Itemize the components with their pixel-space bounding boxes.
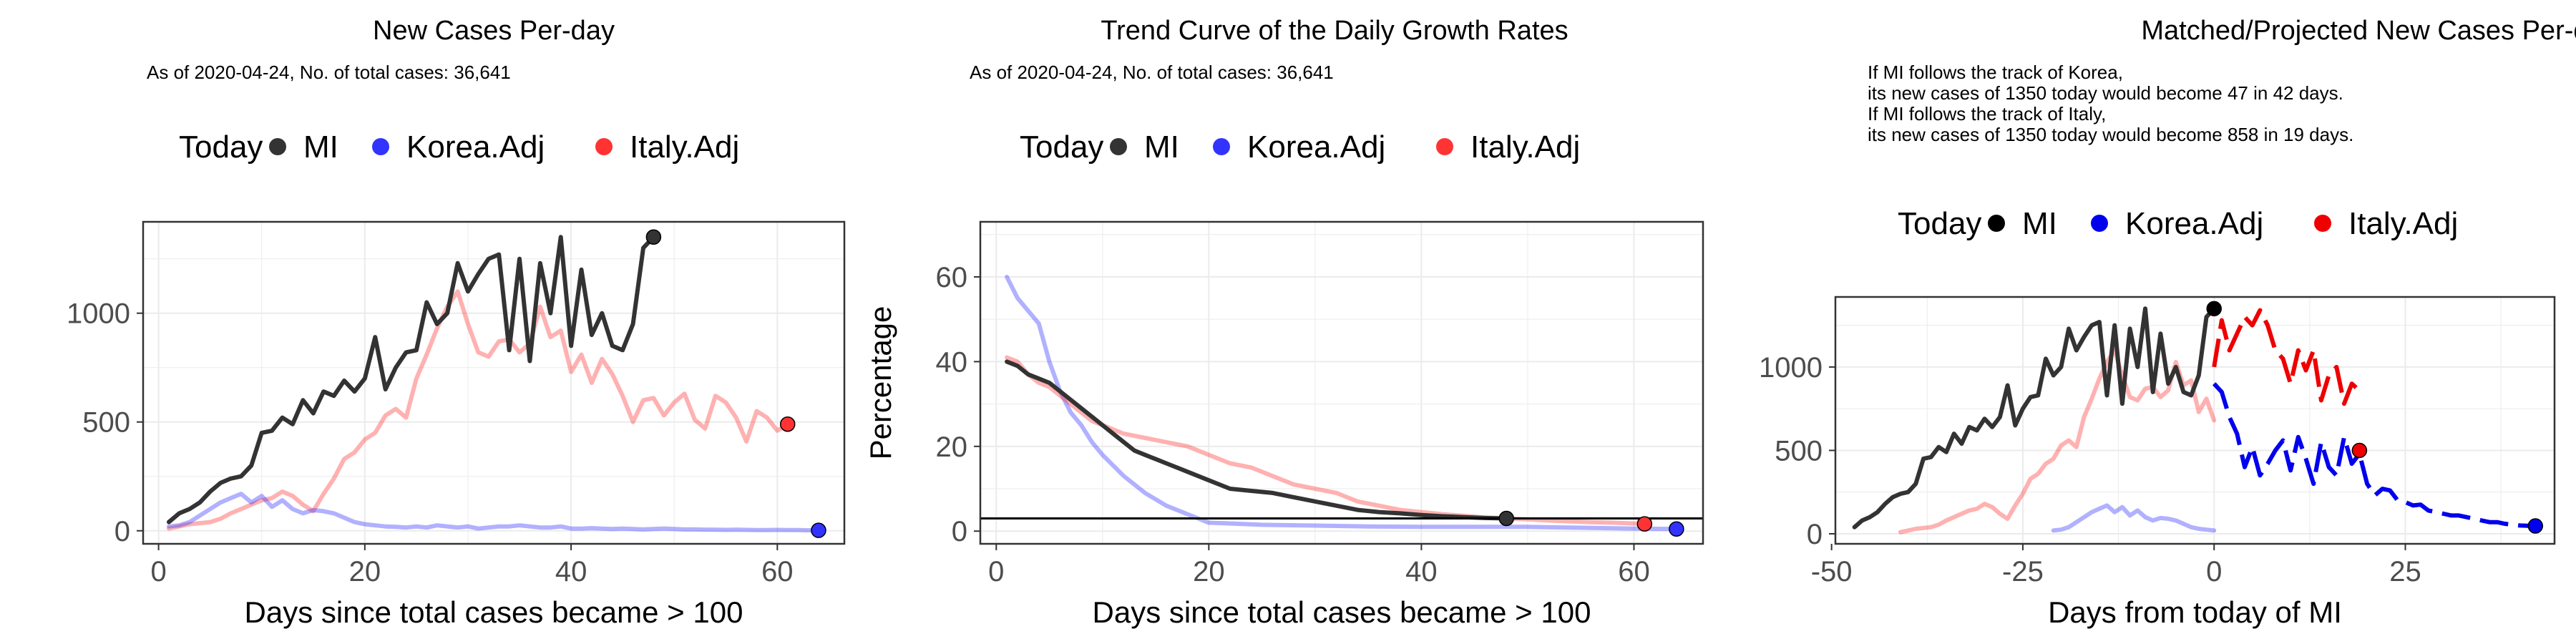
series-group — [1852, 306, 2536, 535]
legend-key-mi — [1110, 138, 1127, 155]
legend-title: Today — [1020, 130, 1103, 165]
legend-label: Korea.Adj — [2125, 206, 2263, 241]
chart-note: If MI follows the track of Italy, — [1868, 103, 2106, 125]
today-point-korea-adj — [2527, 518, 2544, 534]
today-point-italy-adj — [779, 416, 796, 432]
series-line-mi — [1005, 359, 1509, 521]
legend-key-korea-adj — [2091, 215, 2108, 232]
series-line-italy-adj — [2212, 308, 2361, 406]
series-line-korea-adj — [2051, 503, 2217, 533]
chart-note: its new cases of 1350 today would become… — [1868, 124, 2353, 145]
legend-label: Italy.Adj — [2348, 206, 2458, 241]
today-point-mi — [1498, 510, 1514, 527]
legend-key-italy-adj — [595, 138, 613, 155]
panel-border — [979, 220, 1704, 545]
x-tick-label: 0 — [2206, 556, 2222, 587]
series-line-korea-adj — [167, 492, 821, 533]
panel-3: Matched/Projected New Cases Per-day If MI… — [1759, 16, 2576, 629]
x-tick-label: -50 — [1811, 556, 1853, 587]
legend-key-italy-adj — [2314, 215, 2331, 232]
y-tick-label: 500 — [82, 407, 130, 439]
legend-key-mi — [269, 138, 286, 155]
panel-border — [1834, 296, 2556, 545]
chart-note: If MI follows the track of Korea, — [1868, 62, 2123, 83]
chart-note: its new cases of 1350 today would become… — [1868, 82, 2343, 104]
plot-area — [143, 222, 844, 544]
legend-title: Today — [1898, 206, 1981, 241]
series-line-italy-adj — [1898, 348, 2217, 535]
legend-key-italy-adj — [1436, 138, 1453, 155]
legend: Today MI Korea.Adj Italy.Adj — [1898, 206, 2458, 241]
today-point-italy-adj — [2351, 442, 2368, 459]
x-tick-label: 0 — [988, 556, 1004, 587]
panel-2: Trend Curve of the Daily Growth Rates As … — [864, 16, 1704, 629]
x-tick-label: 60 — [761, 556, 794, 587]
y-tick-label: 60 — [936, 262, 968, 293]
chart-title: New Cases Per-day — [373, 16, 615, 46]
x-axis-label: Days since total cases became > 100 — [245, 595, 743, 629]
x-tick-label: 0 — [150, 556, 166, 587]
gridlines — [980, 222, 1703, 544]
x-tick-label: 25 — [2389, 556, 2421, 587]
series-line-korea-adj — [2212, 382, 2536, 529]
y-tick-label: 1000 — [67, 298, 130, 330]
legend-label: Korea.Adj — [406, 130, 545, 165]
legend-key-mi — [1988, 215, 2005, 232]
x-tick-label: 40 — [555, 556, 587, 587]
x-axis-label: Days from today of MI — [2048, 595, 2342, 629]
legend-label: Korea.Adj — [1247, 130, 1385, 165]
series-line-mi — [167, 235, 656, 525]
today-point-mi — [645, 229, 662, 245]
x-tick-label: 40 — [1405, 556, 1438, 587]
legend: Today MI Korea.Adj Italy.Adj — [1020, 130, 1580, 165]
chart-title: Trend Curve of the Daily Growth Rates — [1101, 16, 1568, 46]
y-tick-label: 0 — [114, 516, 130, 547]
x-tick-label: 20 — [349, 556, 381, 587]
legend-key-korea-adj — [1213, 138, 1230, 155]
legend-label: MI — [2022, 206, 2057, 241]
legend-label: MI — [303, 130, 338, 165]
y-tick-label: 500 — [1775, 435, 1823, 467]
today-point-korea-adj — [811, 522, 826, 538]
series-line-italy-adj — [1005, 355, 1647, 527]
series-group — [980, 275, 1703, 532]
series-line-korea-adj — [1005, 275, 1679, 532]
today-point-korea-adj — [1669, 521, 1684, 537]
x-tick-label: -25 — [2002, 556, 2044, 587]
y-tick-label: 40 — [936, 346, 968, 378]
y-tick-label: 0 — [952, 516, 967, 547]
series-line-italy-adj — [167, 289, 790, 531]
chart-title: Matched/Projected New Cases Per-day — [2141, 16, 2576, 46]
today-point-italy-adj — [1636, 516, 1653, 532]
x-axis-label: Days since total cases became > 100 — [1093, 595, 1591, 629]
plot-area — [1835, 297, 2555, 544]
legend-label: Italy.Adj — [1470, 130, 1580, 165]
y-tick-label: 0 — [1807, 519, 1823, 550]
x-tick-label: 20 — [1193, 556, 1225, 587]
legend-key-korea-adj — [372, 138, 389, 155]
y-axis-label: Percentage — [864, 306, 897, 460]
legend-label: Italy.Adj — [630, 130, 739, 165]
legend: Today MI Korea.Adj Italy.Adj — [179, 130, 739, 165]
series-line-mi — [1852, 306, 2217, 530]
legend-title: Today — [179, 130, 263, 165]
panel-border — [142, 220, 846, 545]
gridlines — [1835, 297, 2555, 544]
legend-label: MI — [1144, 130, 1179, 165]
today-point-mi — [2206, 301, 2222, 317]
y-tick-label: 20 — [936, 431, 968, 463]
x-tick-label: 60 — [1618, 556, 1650, 587]
plot-area — [980, 222, 1703, 544]
chart-note: As of 2020-04-24, No. of total cases: 36… — [970, 62, 1334, 83]
chart-note: As of 2020-04-24, No. of total cases: 36… — [147, 62, 511, 83]
y-tick-label: 1000 — [1759, 352, 1823, 384]
series-group — [167, 235, 821, 533]
panel-1: New Cases Per-day As of 2020-04-24, No. o… — [67, 16, 846, 629]
